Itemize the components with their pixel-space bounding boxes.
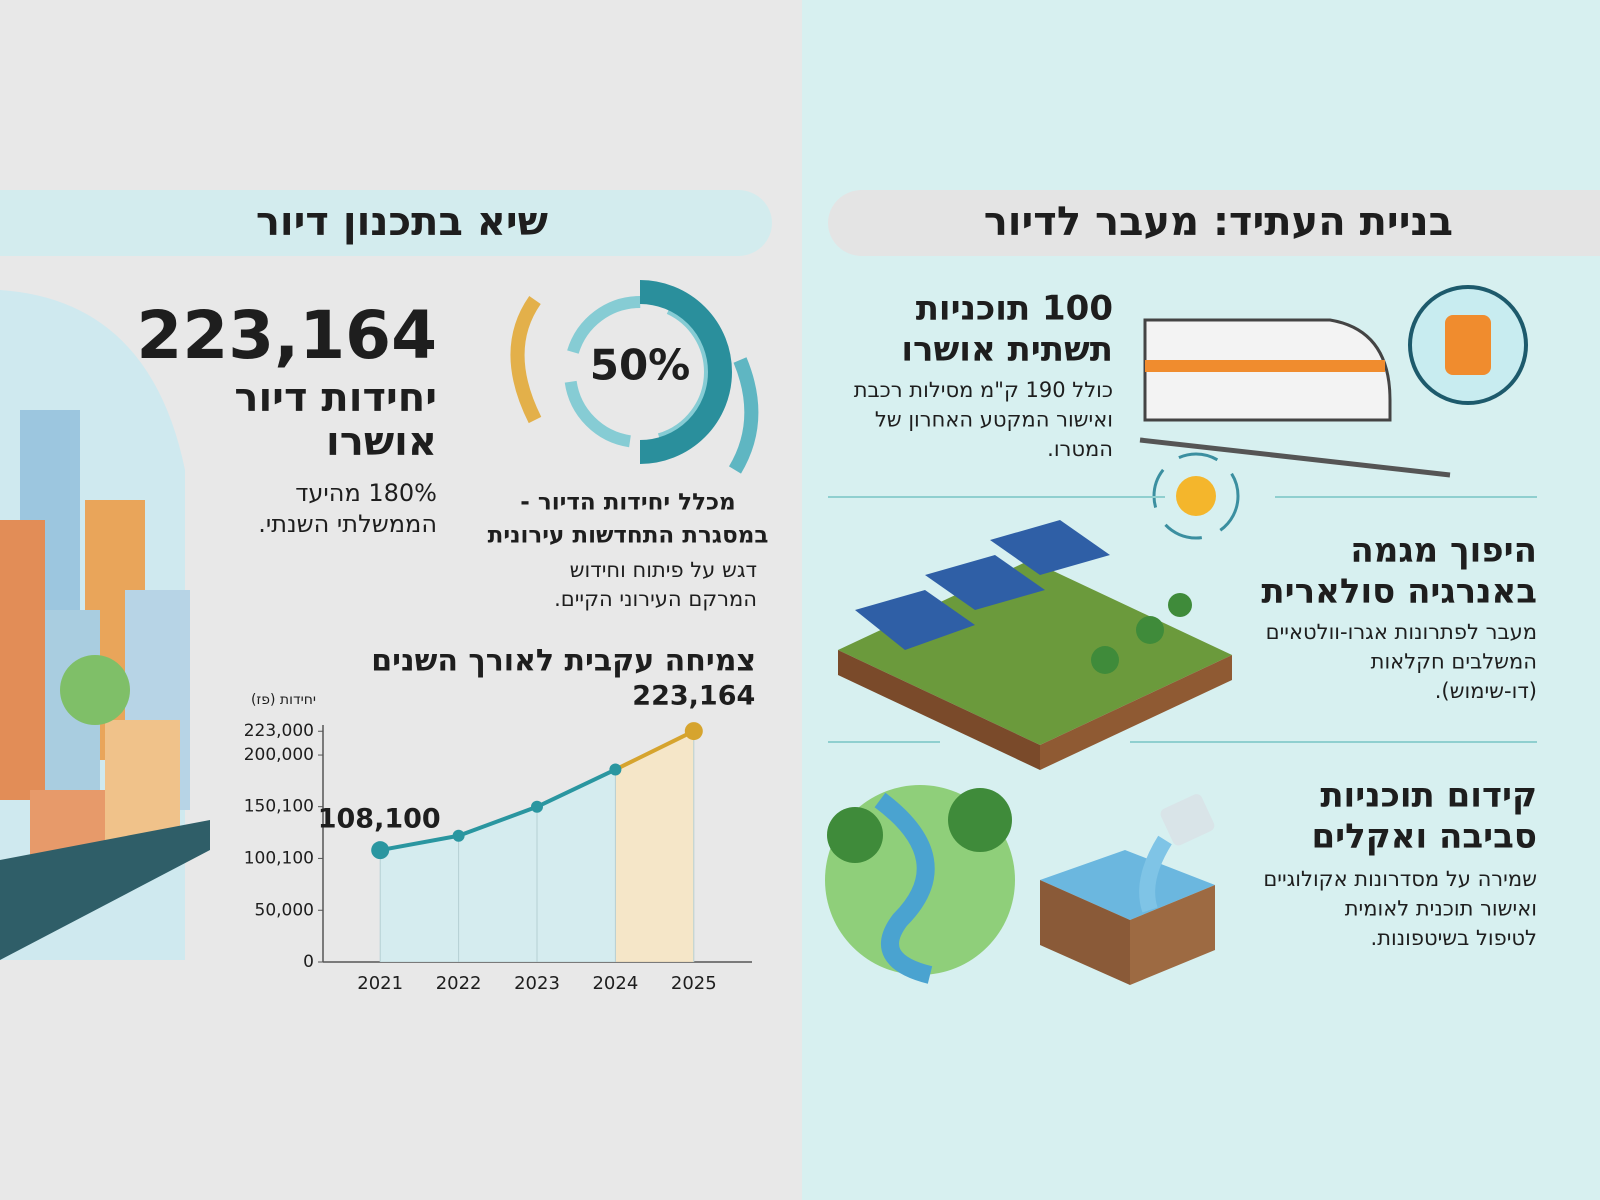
y-tick-label: 200,000: [244, 745, 314, 765]
solar-farm-illustration: [838, 520, 1232, 770]
y-tick-label: 150,100: [244, 797, 314, 817]
item-text: מעבר לפתרונות אגרו-וולטאיים: [1266, 620, 1537, 644]
area-segment: [380, 835, 459, 962]
point: [684, 722, 703, 741]
x-tick-label: 2025: [671, 973, 717, 994]
train-illustration: [1139, 285, 1528, 478]
item-text: כולל 190 ק"מ מסילות רכבת: [854, 378, 1113, 402]
left-title: שיא בתכנון דיור: [256, 199, 548, 245]
point: [452, 829, 465, 842]
donut-note: דגש על פיתוח וחידוש: [570, 558, 757, 582]
value-label: 108,100: [318, 804, 441, 835]
left-title-pill: [0, 190, 772, 256]
right-title: בניית העתיד: מעבר לדיור: [984, 199, 1453, 245]
separators: [828, 496, 1537, 743]
y-axis-label: יחידות (פז): [251, 692, 316, 708]
item-title: 100 תוכניות: [916, 289, 1113, 329]
item-title: קידום תוכניות: [1320, 776, 1537, 816]
line-segment: [457, 804, 538, 838]
value-label: 223,164: [632, 681, 755, 712]
donut-arc: [639, 280, 732, 464]
y-tick-label: 0: [303, 952, 314, 972]
arrow: [728, 357, 759, 474]
x-tick-label: 2022: [436, 973, 482, 994]
item-title: סביבה ואקלים: [1312, 817, 1538, 857]
item-text: ואישור המקטע האחרון של: [875, 408, 1113, 432]
point: [531, 800, 543, 813]
point: [609, 763, 622, 776]
donut-label: 50%: [590, 341, 691, 390]
y-tick-label: 50,000: [255, 900, 314, 920]
donut-caption: מכלל יחידות הדיור -: [520, 490, 735, 516]
area-segment: [615, 731, 694, 962]
nature-illustration: [825, 785, 1015, 984]
area-segment: [458, 806, 537, 962]
x-tick-label: 2024: [592, 973, 638, 994]
item-text: ואישור תוכנית לאומית: [1345, 897, 1537, 921]
water-illustration: [1040, 794, 1215, 985]
right-title-pill: [828, 190, 1600, 256]
chart-title: צמיחה עקבית לאורך השנים: [371, 644, 756, 679]
item-title: היפוך מגמה: [1350, 531, 1537, 571]
city-illustration: [0, 290, 210, 960]
item-text: שמירה על מסדרונות אקולוגיים: [1263, 867, 1537, 891]
y-tick-label: 223,000: [244, 721, 314, 741]
item-text: המטרו.: [1047, 437, 1113, 461]
line-segment: [379, 833, 459, 853]
line-segment: [536, 767, 617, 809]
big-label: אושרו: [326, 419, 437, 465]
arrow: [510, 295, 542, 424]
item-text: (דו-שימוש).: [1435, 679, 1537, 703]
big-number: 223,164: [136, 297, 437, 374]
item-title: תשתית אושרו: [901, 330, 1113, 370]
donut-note: המרקם העירוני הקיים.: [554, 587, 757, 611]
big-label: יחידות דיור: [234, 375, 437, 421]
item-title: באנרגיה סולארית: [1261, 572, 1537, 612]
item-text: המשלבים חקלאות: [1371, 650, 1537, 674]
x-tick-label: 2023: [514, 973, 560, 994]
donut-caption: במסגרת התחדשות עירונית: [488, 523, 769, 549]
big-note: 180% מהיעד: [295, 479, 437, 507]
big-note: הממשלתי השנתי.: [258, 510, 437, 538]
item-text: לטיפול בשיטפונות.: [1371, 926, 1537, 950]
x-tick-label: 2021: [357, 973, 403, 994]
point: [371, 841, 390, 860]
area-segment: [537, 769, 616, 962]
y-tick-label: 100,100: [244, 848, 314, 868]
line-segment: [614, 729, 695, 772]
